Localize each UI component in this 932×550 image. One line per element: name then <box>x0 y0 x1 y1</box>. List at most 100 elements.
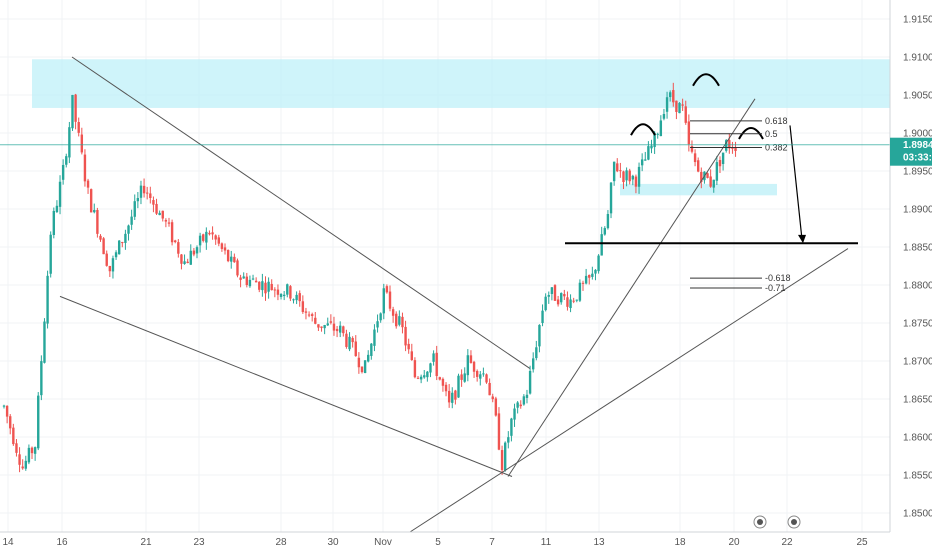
time-tick-label: 23 <box>193 537 205 548</box>
price-tick-label: 1.86500 <box>903 395 932 406</box>
candle-body <box>665 97 669 112</box>
price-tick-label: 1.88000 <box>903 281 932 292</box>
fib-label: -0.618 <box>765 273 791 283</box>
candle-body <box>631 175 635 180</box>
candle-body <box>634 176 638 187</box>
candle-body <box>139 185 143 198</box>
candle-body <box>342 326 345 334</box>
candle-body <box>111 258 115 272</box>
drawings: 0.618 0.5 0.382 -0.618-0.71 <box>0 56 890 533</box>
candle-body <box>133 201 136 217</box>
candle-body <box>357 357 361 368</box>
candle-body <box>612 161 616 182</box>
candle-body <box>706 173 709 178</box>
bottom-icons <box>753 515 801 529</box>
candle-body <box>693 153 697 163</box>
candle-body <box>211 232 214 235</box>
candle-body <box>223 247 227 251</box>
price-tick-label: 1.86000 <box>903 433 932 444</box>
candle-body <box>547 295 550 297</box>
candle-body <box>553 285 557 301</box>
candle-body <box>395 313 398 327</box>
candle-body <box>21 466 24 469</box>
candle-body <box>58 181 62 207</box>
zones <box>32 59 890 196</box>
candle-body <box>700 171 703 183</box>
candle-body <box>239 277 242 280</box>
candle-body <box>167 222 171 224</box>
candle-body <box>401 316 404 328</box>
candle-body <box>385 286 389 293</box>
candle-body <box>429 363 432 373</box>
down-arrow <box>789 125 803 240</box>
candle-body <box>339 325 342 333</box>
candle-body <box>245 276 249 286</box>
candle-body <box>513 408 516 420</box>
candle-body <box>466 355 470 376</box>
candle-body <box>516 402 519 408</box>
candle-body <box>65 156 68 165</box>
long-support-line <box>409 248 849 533</box>
candle-body <box>170 222 174 243</box>
time-tick-label: 5 <box>435 537 441 548</box>
candle-body <box>690 146 694 152</box>
candle-body <box>609 182 613 214</box>
time-tick-label: 18 <box>674 537 686 548</box>
candle-body <box>183 261 186 264</box>
candle-body <box>40 361 43 396</box>
price-axis: 1.91500 1.91000 1.90500 1.90000 1.89500 1.890… <box>889 0 932 532</box>
candle-body <box>687 121 691 145</box>
candle-body <box>326 323 329 326</box>
candle-body <box>373 329 376 346</box>
candle-body <box>351 338 354 343</box>
candle-body <box>556 299 560 305</box>
candle-body <box>99 235 102 240</box>
candle-body <box>282 294 286 297</box>
candle-body <box>370 343 373 356</box>
candle-body <box>622 171 625 183</box>
candle-body <box>712 179 715 188</box>
candle-body <box>681 104 684 106</box>
price-tick-label: 1.90500 <box>903 91 932 102</box>
candle-body <box>718 159 722 167</box>
current-price-label: 1.89846 <box>903 140 932 151</box>
candle-body <box>292 299 295 301</box>
candle-body <box>329 321 333 323</box>
candle-body <box>124 233 127 243</box>
fib-label: 0.618 <box>765 116 788 126</box>
candle-body <box>96 210 99 234</box>
fib-label: 0.5 <box>765 129 778 139</box>
time-tick-label: 25 <box>856 537 868 548</box>
candle-body <box>650 145 653 149</box>
candle-body <box>662 113 666 119</box>
candle-body <box>731 147 734 149</box>
candle-body <box>121 242 124 244</box>
price-tick-label: 1.85000 <box>903 509 932 520</box>
time-tick-label: 30 <box>327 537 339 548</box>
candle-body <box>208 232 211 235</box>
candle-body <box>149 193 152 198</box>
candle-body <box>83 154 87 182</box>
candle-body <box>214 235 217 240</box>
candle-body <box>37 395 40 449</box>
candle-body <box>500 450 504 471</box>
candle-body <box>715 162 719 181</box>
candle-body <box>108 265 112 272</box>
candle-body <box>192 250 196 255</box>
candle-body <box>348 336 351 350</box>
time-tick-label: Nov <box>374 537 392 548</box>
candle-body <box>594 269 597 274</box>
calendar-icon-dot <box>791 519 797 525</box>
candle-body <box>560 293 563 303</box>
price-tick-label: 1.87000 <box>903 357 932 368</box>
resistance-zone <box>32 59 890 108</box>
candle-body <box>117 240 121 255</box>
candle-body <box>189 250 192 265</box>
candle-body <box>522 396 526 405</box>
time-tick-label: 21 <box>140 537 152 548</box>
candle-body <box>46 275 49 324</box>
candle-body <box>494 398 498 416</box>
candle-body <box>569 299 572 309</box>
candle-body <box>5 405 9 417</box>
